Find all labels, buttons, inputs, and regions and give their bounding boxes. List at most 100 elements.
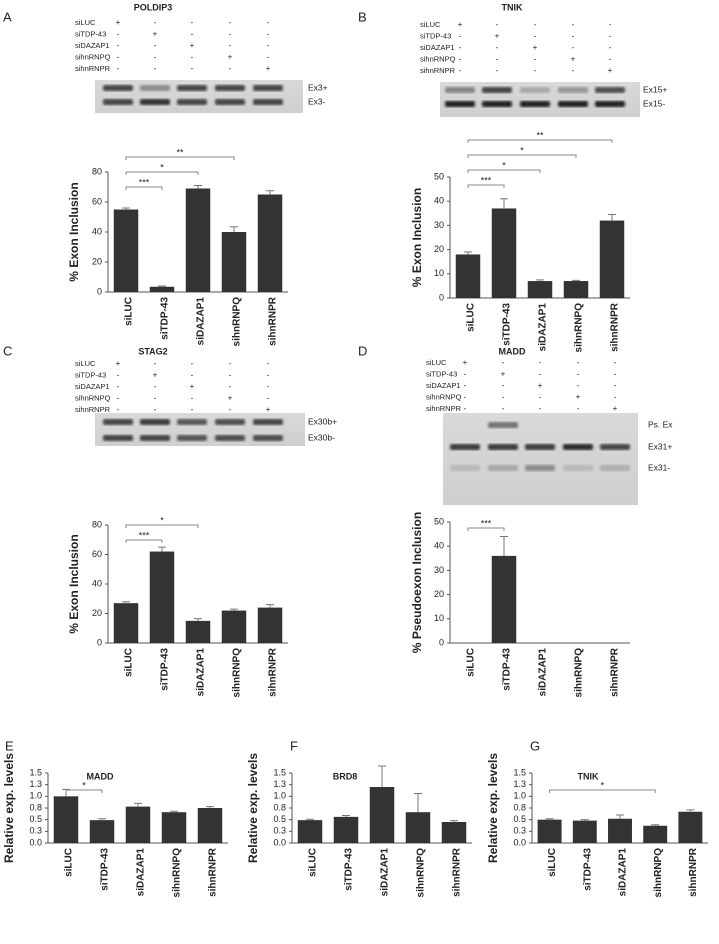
treatment-sign: - (577, 404, 580, 413)
treatment-label: siLUC (75, 18, 96, 27)
treatment-sign: - (534, 32, 537, 41)
treatment-sign: - (191, 359, 194, 368)
y-tick-label: 0.0 (273, 837, 286, 847)
x-tick-label: siLUC (124, 648, 135, 677)
treatment-label: siTDP-43 (75, 29, 106, 38)
treatment-sign: + (228, 53, 233, 62)
treatment-sign: - (154, 394, 157, 403)
gel-band (177, 419, 207, 425)
x-tick-label: siLUC (308, 848, 319, 877)
gel-band (525, 444, 555, 450)
x-tick-label: sihnRNPR (610, 302, 621, 352)
treatment-label: sihnRNPR (420, 66, 456, 75)
treatment-label: siLUC (426, 358, 447, 367)
bar (527, 281, 553, 298)
error-bar (450, 820, 458, 822)
treatment-sign: - (117, 382, 120, 391)
bar (113, 603, 139, 643)
gel-band (103, 419, 133, 425)
panel-label: E (5, 738, 14, 753)
error-bar (651, 824, 660, 826)
y-tick-label: 20 (434, 244, 444, 254)
treatment-sign: - (191, 394, 194, 403)
error-bar (230, 608, 238, 611)
treatment-label: sihnRNPQ (426, 392, 462, 401)
y-tick-label: 0 (97, 286, 102, 296)
treatment-sign: + (266, 64, 271, 73)
y-tick-label: 50 (434, 516, 444, 526)
gel-band (595, 87, 625, 93)
treatment-sign: - (534, 20, 537, 29)
y-axis-label: % Exon Inclusion (67, 182, 81, 281)
treatment-sign: + (608, 66, 613, 75)
panel: E MADD 0.00.3 0.5 0.81.0 1.3 1.5 Relative exp. … (2, 738, 228, 897)
bar (161, 812, 187, 843)
y-tick-label: 40 (92, 226, 102, 236)
significance-bracket (467, 139, 613, 143)
treatment-sign: - (117, 30, 120, 39)
bar (149, 551, 175, 643)
significance-bracket (549, 789, 656, 793)
treatment-sign: + (613, 404, 618, 413)
treatment-sign: - (614, 358, 617, 367)
x-tick-label: sihnRNPQ (574, 648, 585, 698)
gel-band (450, 465, 480, 471)
y-tick-label: 40 (434, 196, 444, 206)
significance-label: ** (536, 130, 544, 140)
significance-label: *** (481, 518, 492, 528)
treatment-sign: - (502, 381, 505, 390)
treatment-label: siTDP-43 (420, 31, 451, 40)
x-tick-label: siDAZAP1 (538, 648, 549, 697)
error-bar (500, 198, 508, 209)
gel-band (215, 99, 245, 105)
error-bar (194, 185, 202, 189)
y-tick-label: 10 (434, 268, 444, 278)
significance-bracket (125, 156, 235, 160)
significance-bracket (125, 186, 163, 190)
treatment-sign: - (609, 32, 612, 41)
treatment-sign: - (117, 394, 120, 403)
bar (608, 818, 632, 843)
y-tick-label: 60 (92, 549, 102, 559)
y-tick-label: 40 (92, 578, 102, 588)
treatment-sign: - (577, 358, 580, 367)
gel-band (563, 465, 593, 471)
y-tick-label: 1.3 (513, 779, 526, 789)
treatment-label: sihnRNPQ (420, 54, 456, 63)
panel-label: C (3, 343, 12, 358)
treatment-sign: - (459, 66, 462, 75)
significance-label: *** (139, 530, 150, 540)
gel-band (488, 444, 518, 450)
treatment-sign: - (464, 393, 467, 402)
treatment-sign: - (496, 55, 499, 64)
y-tick-label: 80 (92, 519, 102, 529)
x-tick-label: siTDP-43 (502, 303, 513, 346)
significance-label: *** (481, 175, 492, 185)
treatment-sign: + (576, 393, 581, 402)
y-tick-label: 0.0 (29, 837, 42, 847)
x-tick-label: sihnRNPR (268, 647, 279, 697)
band-label: Ex15- (643, 98, 665, 108)
x-tick-label: sihnRNPR (208, 847, 219, 897)
bar (455, 254, 481, 298)
treatment-sign: - (117, 41, 120, 50)
error-bar (378, 765, 386, 787)
error-bar (306, 818, 314, 821)
gel-band (103, 99, 133, 105)
treatment-sign: + (153, 371, 158, 380)
x-tick-label: siDAZAP1 (196, 648, 207, 697)
treatment-sign: - (614, 381, 617, 390)
gel-band (177, 85, 207, 91)
x-tick-label: siDAZAP1 (196, 297, 207, 346)
treatment-label: siLUC (420, 20, 441, 29)
y-tick-label: 0.3 (273, 826, 286, 836)
treatment-sign: - (614, 393, 617, 402)
y-tick-label: 60 (92, 196, 102, 206)
x-tick-label: siLUC (547, 848, 558, 877)
treatment-sign: - (229, 18, 232, 27)
bar (537, 819, 562, 843)
gel-band (140, 435, 170, 441)
gel-band (488, 465, 518, 471)
